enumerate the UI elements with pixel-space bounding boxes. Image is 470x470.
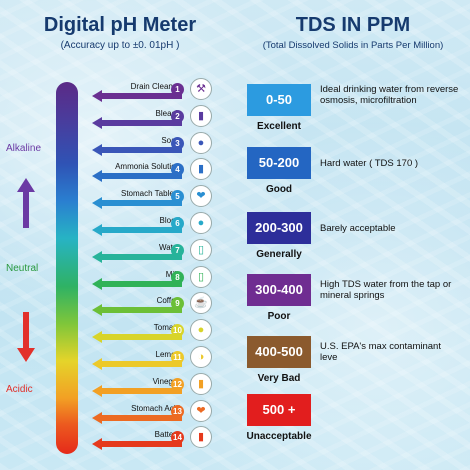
ph-item-label: Blood bbox=[159, 216, 180, 225]
tds-description: High TDS water from the tap or mineral s… bbox=[320, 279, 452, 301]
ph-value-badge: 8 bbox=[171, 270, 184, 284]
ph-item-label: Stomach Acid bbox=[131, 403, 180, 413]
ph-item-label: Battery bbox=[154, 430, 180, 440]
stomach-acid-icon: ❤ bbox=[190, 399, 212, 422]
ph-value-badge: 13 bbox=[171, 404, 184, 418]
ph-item: Drain Cleaner 1 ⚒ bbox=[92, 78, 222, 104]
ph-item-label: Stomach Tablets bbox=[121, 189, 180, 199]
ph-item-arrow bbox=[92, 116, 182, 129]
ph-item: Water 7 ▯ bbox=[92, 238, 222, 265]
ph-item-arrow bbox=[92, 197, 182, 210]
tds-rating-label: Good bbox=[265, 184, 293, 195]
ph-item: Stomach Acid 13 ❤ bbox=[92, 399, 222, 426]
stomach-icon: ❤ bbox=[190, 185, 212, 208]
ph-item: Bleach 2 ▮ bbox=[92, 104, 222, 131]
ph-subtitle: (Accuracy up to ±0. 01pH ) bbox=[60, 40, 180, 51]
ph-value-badge: 12 bbox=[171, 377, 184, 391]
acidic-label: Acidic bbox=[6, 384, 33, 395]
ph-value-badge: 11 bbox=[171, 351, 184, 364]
tomato-icon: ● bbox=[190, 319, 212, 342]
lemon-icon: ◑ bbox=[190, 346, 212, 368]
ph-item-label: Coffee bbox=[156, 296, 180, 306]
tds-description: Barely acceptable bbox=[320, 222, 396, 234]
tds-rating-label: Generally bbox=[256, 249, 302, 260]
tds-subtitle: (Total Dissolved Solids in Parts Per Mil… bbox=[262, 40, 444, 51]
ph-item-arrow bbox=[92, 384, 182, 397]
tds-title: TDS IN PPM bbox=[295, 14, 411, 36]
ph-item: Blood 6 ● bbox=[92, 212, 222, 238]
tds-range-box: 300-400 bbox=[247, 274, 311, 306]
ph-item-arrow bbox=[92, 224, 182, 236]
ammonia-bottle-icon: ▮ bbox=[190, 158, 212, 181]
vinegar-bottle-icon: ▮ bbox=[190, 372, 212, 395]
tds-range-box: 50-200 bbox=[247, 147, 311, 179]
ph-scale-bar bbox=[56, 82, 78, 454]
coffee-cup-icon: ☕ bbox=[190, 292, 212, 315]
ph-item-label: Bleach bbox=[155, 108, 180, 118]
tds-rating-label: Excellent bbox=[257, 121, 301, 132]
ph-item-arrow bbox=[92, 277, 182, 290]
ph-title: Digital pH Meter bbox=[43, 14, 197, 36]
tds-description: Hard water ( TDS 170 ) bbox=[320, 157, 419, 169]
ph-item-arrow bbox=[92, 438, 182, 451]
neutral-label: Neutral bbox=[6, 263, 39, 274]
ph-value-badge: 9 bbox=[171, 297, 184, 311]
ph-item-label: Water bbox=[158, 242, 180, 252]
water-glass-icon: ▯ bbox=[190, 238, 212, 261]
blood-cells-icon: ● bbox=[190, 212, 212, 234]
ph-item: Tomato 10 ● bbox=[92, 319, 222, 345]
ph-item-arrow bbox=[92, 411, 182, 424]
milk-glass-icon: ▯ bbox=[190, 265, 212, 288]
ph-value-badge: 3 bbox=[171, 136, 184, 150]
ph-item: Ammonia Solution 4 ▮ bbox=[92, 158, 222, 184]
ph-value-badge: 7 bbox=[171, 243, 184, 257]
tds-range-box: 0-50 bbox=[247, 84, 311, 116]
ph-item-arrow bbox=[92, 304, 182, 317]
ph-item-label: Ammonia Solution bbox=[115, 162, 180, 172]
alkaline-label: Alkaline bbox=[6, 143, 42, 154]
ph-value-badge: 6 bbox=[171, 217, 184, 230]
tds-range-box: 500 + bbox=[247, 394, 311, 426]
tds-description: Ideal drinking water from reverse osmosi… bbox=[320, 83, 459, 106]
ph-value-badge: 5 bbox=[171, 190, 184, 204]
arrow-up-icon bbox=[17, 178, 35, 228]
ph-item-label: Vinegar bbox=[152, 376, 180, 386]
ph-item: Stomach Tablets 5 ❤ bbox=[92, 185, 222, 211]
ph-item-arrow bbox=[92, 358, 182, 370]
tds-range-box: 200-300 bbox=[247, 212, 311, 244]
tds-rating-label: Very Bad bbox=[257, 373, 301, 384]
ph-item-label: Tomato bbox=[153, 323, 180, 333]
ph-item: Vinegar 12 ▮ bbox=[92, 372, 222, 399]
ph-value-badge: 2 bbox=[171, 109, 184, 123]
ph-item: Milk8▯ bbox=[92, 265, 222, 292]
soap-icon: ● bbox=[190, 131, 212, 154]
ph-item-arrow bbox=[92, 170, 182, 183]
tds-range-box: 400-500 bbox=[247, 336, 311, 368]
ph-item-label: Soap bbox=[161, 136, 180, 145]
ph-item: Soap3 ● bbox=[92, 131, 222, 158]
ph-value-badge: 1 bbox=[171, 83, 184, 96]
tds-rating-label: Poor bbox=[267, 311, 291, 322]
ph-item-arrow bbox=[92, 250, 182, 263]
tds-rating-label: Unacceptable bbox=[246, 431, 312, 442]
ph-item-arrow bbox=[92, 90, 182, 102]
tds-description: U.S. EPA's max contaminant leve bbox=[320, 341, 441, 363]
ph-item: Coffee 9 ☕ bbox=[92, 292, 222, 318]
ph-value-badge: 4 bbox=[171, 163, 184, 177]
ph-item-arrow bbox=[92, 143, 182, 156]
ph-item-label: Lemon bbox=[155, 350, 180, 359]
bleach-bottle-icon: ▮ bbox=[190, 104, 212, 127]
ph-item: Lemon 11 ◑ bbox=[92, 346, 222, 372]
battery-icon: ▮ bbox=[190, 426, 212, 449]
ph-value-badge: 10 bbox=[171, 324, 184, 338]
drain-icon: ⚒ bbox=[190, 78, 212, 100]
arrow-down-icon bbox=[17, 312, 35, 362]
ph-item: Battery 14 ▮ bbox=[92, 426, 222, 452]
ph-item-arrow bbox=[92, 331, 182, 344]
ph-item-label: Drain Cleaner bbox=[130, 82, 180, 91]
ph-value-badge: 14 bbox=[171, 431, 184, 445]
